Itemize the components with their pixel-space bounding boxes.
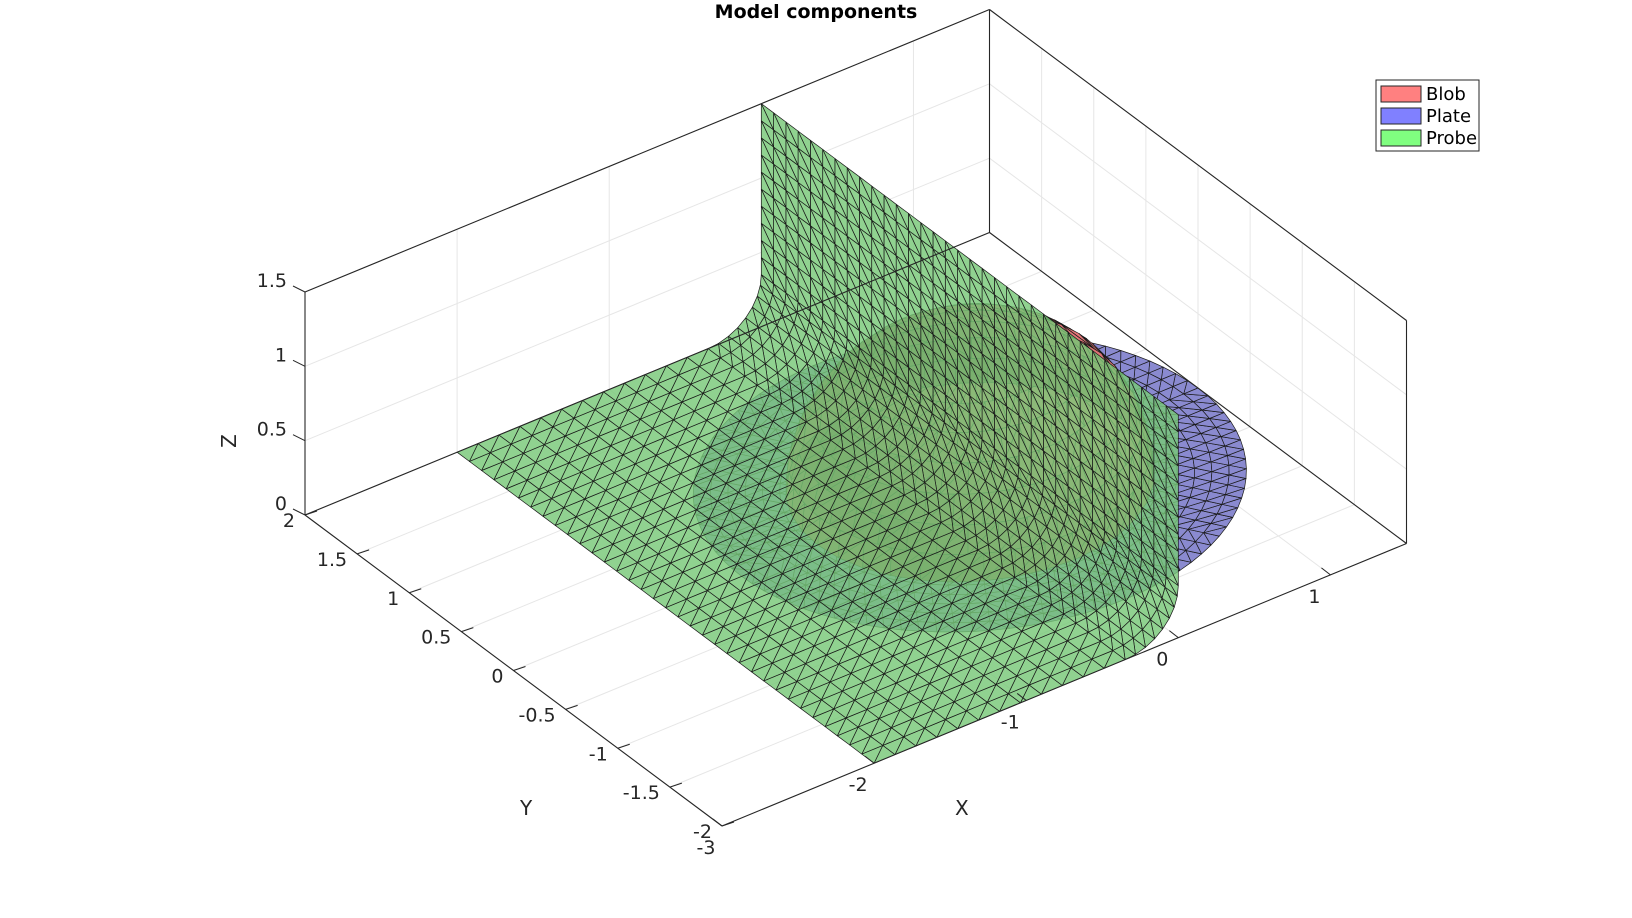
- x-axis-ticks: -3 -2 -1 0 1: [697, 567, 1331, 859]
- probe-facet: [760, 120, 774, 148]
- y-axis-ticks: -2 -1.5 -1 -0.5 0 0.5 1 1.5 2: [283, 510, 735, 843]
- x-tick-mark: [1016, 693, 1027, 701]
- y-tick-label: -2: [693, 821, 712, 843]
- x-axis-line: [721, 542, 1407, 827]
- probe-facet: [760, 240, 774, 268]
- probe-facet: [760, 188, 774, 216]
- x-tick-mark: [1321, 567, 1331, 576]
- y-tick-mark: [617, 743, 630, 749]
- x-tick-label: -3: [697, 837, 716, 859]
- x-tick-label: 1: [1308, 586, 1320, 608]
- z-axis-label: Z: [217, 434, 241, 448]
- grid-side-z: [989, 157, 1407, 470]
- z-tick-label: 0.5: [257, 419, 287, 441]
- y-tick-mark: [565, 704, 578, 710]
- y-tick-mark: [461, 627, 474, 633]
- z-axis-ticks: 0 0.5 1 1.5: [257, 270, 306, 516]
- z-tick-label: 1.5: [257, 270, 287, 292]
- probe-facet: [756, 284, 770, 306]
- probe-facet: [760, 171, 774, 199]
- x-tick-mark: [712, 818, 723, 827]
- y-axis-label: Y: [519, 796, 533, 820]
- y-tick-mark: [669, 782, 683, 788]
- legend-label-blob: Blob: [1426, 84, 1466, 105]
- probe-facet: [728, 327, 742, 346]
- x-tick-label: -2: [849, 774, 868, 796]
- probe-facet: [759, 274, 773, 295]
- y-tick-label: -1.5: [623, 782, 660, 804]
- probe-facet: [760, 222, 774, 250]
- y-tick-mark: [356, 549, 370, 555]
- x-tick-mark: [864, 755, 875, 764]
- y-tick-label: 2: [283, 510, 295, 532]
- probe-facet: [760, 137, 774, 165]
- legend-swatch-plate: [1380, 107, 1422, 125]
- x-axis-label: X: [955, 796, 969, 820]
- y-tick-mark: [513, 666, 526, 671]
- back-pane-y: [305, 9, 990, 515]
- y-tick-label: 0: [491, 666, 503, 688]
- probe-facet: [752, 295, 765, 317]
- y-tick-mark: [409, 588, 422, 594]
- legend-label-plate: Plate: [1426, 106, 1471, 127]
- box-top-back: [304, 8, 990, 293]
- y-tick-label: 1.5: [317, 549, 347, 571]
- y-tick-mark: [304, 510, 318, 516]
- box-floor-right: [989, 232, 1407, 544]
- z-tick-mark: [292, 285, 306, 293]
- y-tick-label: 1: [387, 588, 399, 610]
- z-tick-mark: [292, 508, 306, 516]
- box-floor-back: [304, 231, 990, 516]
- legend-label-probe: Probe: [1426, 128, 1477, 149]
- y-tick-label: -0.5: [519, 704, 556, 726]
- probe-facet: [760, 257, 774, 285]
- x-tick-label: 0: [1156, 649, 1168, 671]
- x-tick-mark: [1169, 630, 1179, 639]
- y-tick-label: 0.5: [421, 627, 451, 649]
- axis-lines: [304, 8, 1408, 827]
- probe-facet: [760, 103, 774, 131]
- probe-facet: [745, 306, 759, 328]
- z-tick-label: 1: [275, 344, 287, 366]
- y-tick-mark: [721, 821, 735, 827]
- grid-side-z: [989, 83, 1407, 396]
- grid-back-z: [304, 83, 990, 367]
- probe-facet: [760, 154, 774, 182]
- z-tick-mark: [292, 359, 306, 367]
- z-tick-label: 0: [275, 493, 287, 515]
- legend-swatch-blob: [1380, 85, 1422, 103]
- chart-title: Model components: [715, 1, 918, 23]
- probe-surface: [456, 103, 1179, 764]
- legend-swatch-probe: [1380, 129, 1422, 147]
- z-tick-mark: [292, 434, 306, 442]
- y-tick-label: -1: [589, 743, 608, 765]
- probe-facet: [760, 205, 774, 233]
- x-tick-label: -1: [1001, 711, 1020, 733]
- box-top-right: [989, 9, 1407, 321]
